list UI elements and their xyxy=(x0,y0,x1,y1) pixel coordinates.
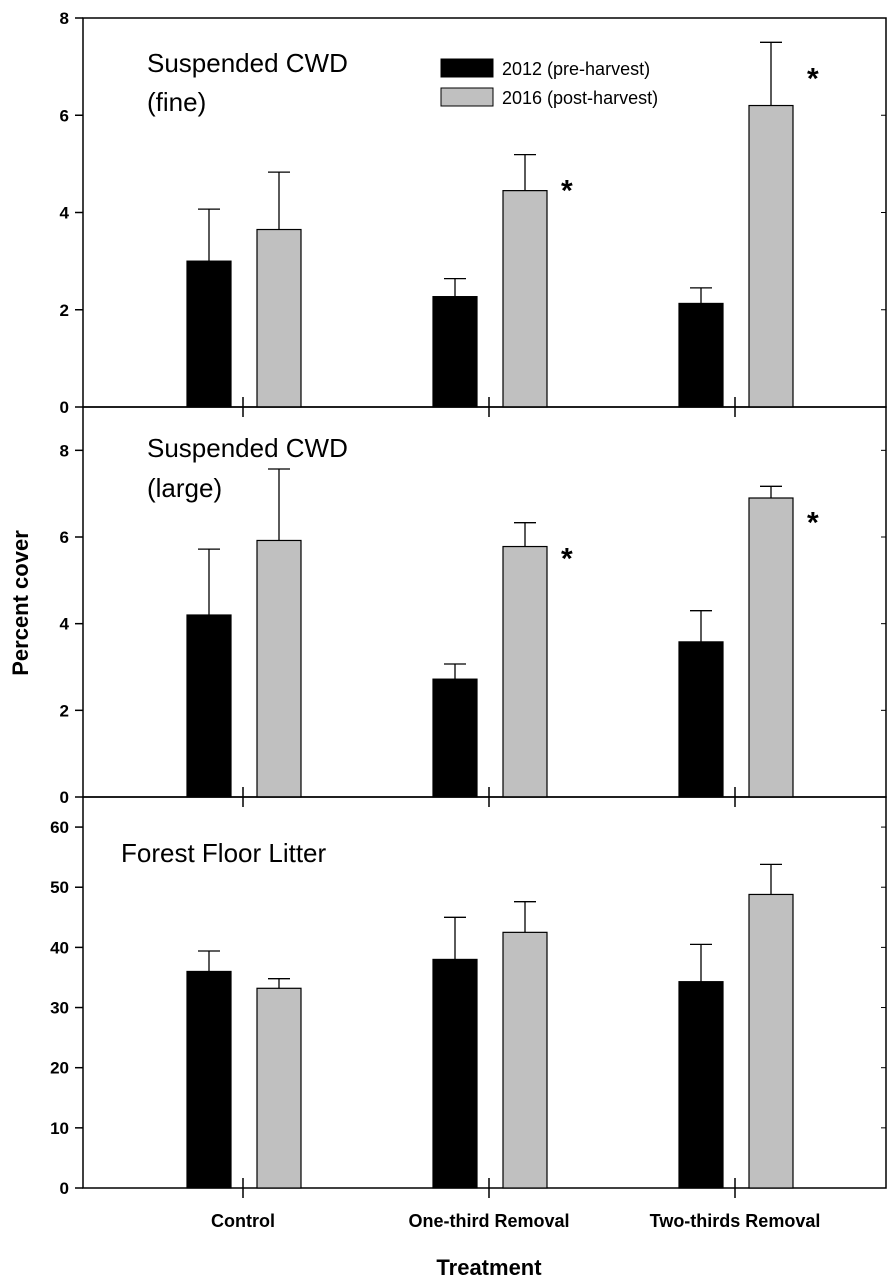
panel-frame xyxy=(82,796,887,1189)
category-label: Control xyxy=(211,1211,275,1231)
bar-2016-2 xyxy=(502,190,548,408)
bar-2016-3 xyxy=(748,104,794,408)
bar-2012-1 xyxy=(186,970,232,1189)
bar-2012-2 xyxy=(432,296,478,408)
bar-2012-1 xyxy=(186,260,232,408)
panel-title-line: Forest Floor Litter xyxy=(121,838,327,868)
x-axis-title: Treatment xyxy=(436,1255,542,1280)
bar-2016-3 xyxy=(748,893,794,1189)
bar-2016-2 xyxy=(502,545,548,798)
bar-2016-1 xyxy=(256,228,302,408)
y-tick-label: 30 xyxy=(50,999,69,1018)
category-label: One-third Removal xyxy=(408,1211,569,1231)
panel-2: 0 2 4 6 8 * * Suspended CWD (large) xyxy=(60,406,887,807)
y-tick-label: 4 xyxy=(60,615,70,634)
legend-label-2016: 2016 (post-harvest) xyxy=(502,88,658,108)
y-tick-label: 2 xyxy=(60,701,69,720)
significance-marker: * xyxy=(561,543,573,576)
significance-marker: * xyxy=(807,62,819,95)
y-tick-label: 6 xyxy=(60,528,69,547)
panel-1: 0 2 4 6 8 * * Suspended CWD (fine) xyxy=(60,9,887,417)
y-tick-label: 4 xyxy=(60,204,70,223)
y-tick-label: 40 xyxy=(50,938,69,957)
bar-2012-2 xyxy=(432,958,478,1189)
legend-swatch-2012 xyxy=(440,58,494,78)
panel-title-line: (fine) xyxy=(147,87,206,117)
y-tick-label: 10 xyxy=(50,1119,69,1138)
bar-2016-3 xyxy=(748,497,794,798)
y-axis-title: Percent cover xyxy=(8,530,33,676)
panel-title-line: (large) xyxy=(147,473,222,503)
legend: 2012 (pre-harvest) 2016 (post-harvest) xyxy=(440,58,658,108)
bar-2012-3 xyxy=(678,981,724,1189)
y-tick-label: 8 xyxy=(60,9,69,28)
chart-panels: 0 2 4 6 8 * * Suspended CWD (fine) 0 2 4 6 8 * * Suspend… xyxy=(50,9,887,1231)
y-tick-label: 50 xyxy=(50,878,69,897)
panel-title-line: Suspended CWD xyxy=(147,433,348,463)
bar-2016-1 xyxy=(256,539,302,798)
panel-title-line: Suspended CWD xyxy=(147,48,348,78)
y-tick-label: 0 xyxy=(60,788,69,807)
legend-label-2012: 2012 (pre-harvest) xyxy=(502,59,650,79)
y-tick-label: 60 xyxy=(50,818,69,837)
bar-2016-1 xyxy=(256,987,302,1189)
y-tick-label: 0 xyxy=(60,1179,69,1198)
y-tick-label: 6 xyxy=(60,106,69,125)
y-tick-label: 8 xyxy=(60,441,69,460)
y-tick-label: 0 xyxy=(60,398,69,417)
category-label: Two-thirds Removal xyxy=(650,1211,821,1231)
bar-2012-3 xyxy=(678,641,724,798)
significance-marker: * xyxy=(807,506,819,539)
bar-2012-2 xyxy=(432,678,478,798)
y-tick-label: 20 xyxy=(50,1059,69,1078)
bar-2012-3 xyxy=(678,302,724,408)
legend-swatch-2016 xyxy=(440,87,494,107)
y-tick-label: 2 xyxy=(60,301,69,320)
panel-3: 0 10 20 30 40 50 60 Forest Floor Litter xyxy=(50,796,887,1198)
bar-2016-2 xyxy=(502,931,548,1189)
significance-marker: * xyxy=(561,175,573,208)
bar-2012-1 xyxy=(186,614,232,798)
